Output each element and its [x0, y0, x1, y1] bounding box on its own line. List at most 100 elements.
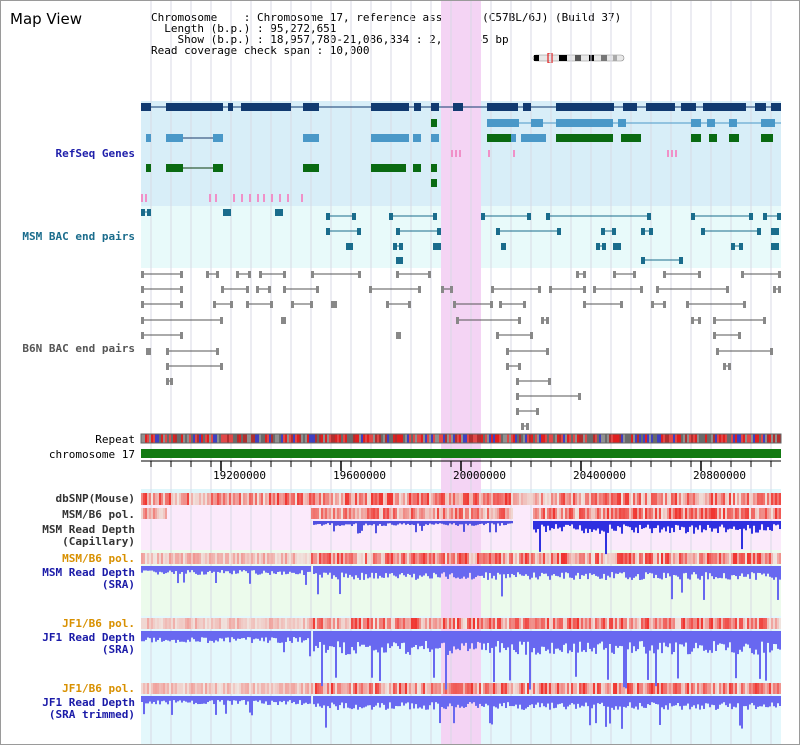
heat-cell	[283, 683, 285, 694]
repeat-block	[443, 434, 445, 443]
heat-cell	[447, 683, 449, 694]
heat-cell	[217, 493, 219, 505]
read-depth-bar	[621, 696, 623, 729]
read-depth-bar	[265, 566, 267, 573]
read-depth-bar	[581, 631, 583, 652]
read-depth-bar	[477, 566, 479, 576]
heat-cell	[313, 553, 315, 564]
heat-cell	[593, 618, 595, 629]
repeat-block	[743, 434, 745, 443]
heat-cell	[211, 618, 213, 629]
heat-cell	[241, 683, 243, 694]
heat-cell	[579, 493, 581, 505]
read-depth-bar	[537, 521, 539, 530]
heat-cell	[579, 683, 581, 694]
bac-end	[291, 301, 294, 308]
read-depth-bar	[265, 631, 267, 638]
read-depth-bar	[287, 566, 289, 574]
heat-cell	[335, 493, 337, 505]
heat-cell	[777, 618, 779, 629]
chromosome-ideogram[interactable]	[531, 53, 626, 63]
read-depth-bar	[715, 566, 717, 578]
read-depth-bar	[649, 631, 651, 651]
read-depth-bar	[175, 631, 177, 643]
heat-cell	[365, 508, 367, 519]
read-depth-bar	[321, 521, 323, 526]
read-depth-bar	[539, 696, 541, 708]
read-depth-bar	[195, 566, 197, 574]
read-depth-bar	[431, 521, 433, 525]
read-depth-bar	[773, 566, 775, 580]
read-depth-bar	[705, 631, 707, 650]
snp-mark	[667, 150, 669, 157]
heat-cell	[441, 508, 443, 519]
heat-cell	[681, 493, 683, 505]
read-depth-bar	[411, 521, 413, 525]
heat-cell	[759, 553, 761, 564]
heat-cell	[243, 618, 245, 629]
msm-depth-sra-label-line1: MSM Read Depth	[42, 566, 135, 579]
heat-cell	[597, 618, 599, 629]
read-depth-bar	[687, 696, 689, 704]
heat-cell	[211, 553, 213, 564]
heat-cell	[605, 493, 607, 505]
heat-cell	[349, 493, 351, 505]
read-depth-bar	[595, 696, 597, 724]
heat-cell	[333, 553, 335, 564]
read-depth-bar	[763, 631, 765, 653]
heat-cell	[299, 493, 301, 505]
read-depth-bar	[417, 521, 419, 524]
heat-cell	[597, 683, 599, 694]
read-depth-bar	[193, 696, 195, 705]
repeat-block	[161, 434, 163, 443]
read-depth-bar	[535, 696, 537, 705]
read-depth-bar	[297, 631, 299, 642]
heat-cell	[299, 553, 301, 564]
read-depth-bar	[571, 631, 573, 652]
read-depth-bar	[743, 631, 745, 647]
heat-cell	[235, 553, 237, 564]
read-depth-bar	[341, 696, 343, 703]
gene-exon	[213, 134, 223, 142]
repeat-block	[609, 434, 611, 443]
gene-exon	[521, 134, 546, 142]
repeat-block	[625, 434, 627, 443]
read-depth-bar	[491, 696, 493, 725]
read-depth-bar	[457, 566, 459, 578]
repeat-block	[635, 434, 637, 443]
heat-cell	[581, 553, 583, 564]
heat-cell	[643, 683, 645, 694]
repeat-block	[563, 434, 565, 443]
heat-cell	[153, 508, 155, 519]
heat-cell	[211, 493, 213, 505]
heat-cell	[647, 683, 649, 694]
read-depth-bar	[473, 696, 475, 703]
read-depth-bar	[683, 631, 685, 647]
heat-cell	[293, 683, 295, 694]
heat-cell	[165, 618, 167, 629]
read-depth-bar	[555, 631, 557, 649]
read-depth-bar	[555, 566, 557, 576]
read-depth-bar	[153, 696, 155, 702]
heat-cell	[607, 493, 609, 505]
read-depth-bar	[323, 566, 325, 573]
read-depth-bar	[687, 566, 689, 579]
jf1-depth-trim-label-line1: JF1 Read Depth	[42, 696, 135, 709]
heat-cell	[653, 508, 655, 519]
read-depth-bar	[711, 521, 713, 532]
heat-cell	[295, 618, 297, 629]
read-depth-bar	[771, 631, 773, 651]
bac-end	[227, 209, 231, 216]
read-depth-bar	[703, 631, 705, 651]
heat-cell	[253, 553, 255, 564]
read-depth-bar	[233, 566, 235, 571]
read-depth-bar	[617, 566, 619, 574]
heat-cell	[303, 493, 305, 505]
heat-cell	[729, 683, 731, 694]
read-depth-bar	[325, 521, 327, 525]
heat-cell	[163, 683, 165, 694]
heat-cell	[199, 618, 201, 629]
heat-cell	[583, 493, 585, 505]
read-depth-bar	[663, 696, 665, 710]
